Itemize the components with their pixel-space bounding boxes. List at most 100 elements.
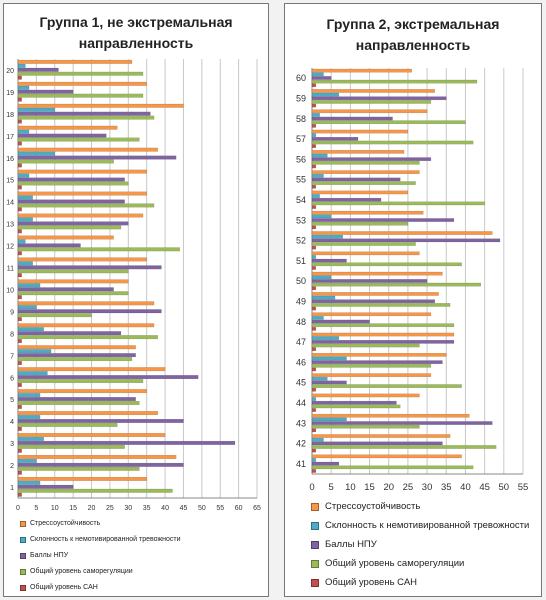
bar (311, 458, 317, 462)
bar (17, 111, 151, 116)
bar (17, 448, 22, 453)
x-tick-label: 65 (253, 505, 261, 512)
bar (311, 153, 328, 158)
bar (311, 133, 317, 138)
bar (17, 295, 22, 300)
category-label: 7 (10, 353, 14, 360)
bar (311, 177, 401, 182)
bar (311, 356, 347, 361)
bar-chart-group-1: 0 5 10 15 20 25 30 35 40 45 50 55 60 6512345678910111… (6, 59, 261, 512)
bar (311, 210, 424, 215)
bar (17, 93, 144, 98)
legend-swatch (20, 568, 26, 575)
bar (17, 265, 162, 270)
bar (311, 303, 451, 307)
bar (17, 454, 177, 459)
x-tick-label: 50 (499, 482, 510, 493)
bar (17, 151, 55, 156)
legend-label: Общий уровень САН (30, 584, 98, 591)
bar (311, 124, 317, 128)
x-tick-label: 0 (309, 482, 314, 493)
bar (17, 361, 22, 366)
bar (17, 75, 22, 80)
category-label: 3 (10, 441, 14, 448)
legend-label: Стрессоустойчивость (30, 520, 101, 527)
x-tick-label: 10 (345, 482, 356, 493)
bar (311, 393, 420, 398)
bar (17, 147, 158, 152)
x-tick-label: 55 (216, 505, 224, 512)
bar (311, 129, 409, 134)
bar (17, 331, 122, 336)
legend-swatch (20, 520, 26, 527)
bar (311, 221, 409, 226)
legend-item: Общий уровень САН (20, 584, 98, 591)
bar (17, 462, 184, 467)
x-tick-label: 30 (422, 482, 433, 493)
category-label: 48 (296, 317, 306, 327)
bar (311, 150, 405, 154)
bar (311, 190, 409, 195)
category-label: 11 (7, 266, 14, 273)
bar (311, 347, 317, 351)
bar (311, 234, 343, 239)
bar (17, 313, 92, 318)
bar (17, 393, 41, 398)
bar (311, 400, 397, 405)
legend-swatch (20, 536, 26, 543)
legend-label: Баллы НПУ (325, 539, 377, 550)
bar (17, 137, 140, 142)
category-label: 50 (296, 276, 306, 286)
bar (17, 418, 184, 423)
x-tick-label: 35 (441, 482, 452, 493)
category-label: 42 (296, 439, 306, 449)
legend-item: Баллы НПУ (20, 552, 68, 559)
bar (17, 371, 48, 376)
bar (17, 85, 30, 90)
legend-label: Общий уровень саморегуляции (325, 558, 465, 569)
bar (311, 92, 340, 97)
bar (311, 469, 317, 473)
legend-label: Баллы НПУ (30, 552, 69, 559)
category-label: 41 (296, 459, 306, 469)
bar (311, 312, 432, 317)
x-tick-label: 40 (161, 505, 169, 512)
bar (311, 295, 336, 300)
bar (17, 426, 22, 431)
category-label: 16 (6, 156, 14, 163)
bar (311, 271, 443, 276)
x-tick-label: 0 (16, 505, 20, 512)
bar (311, 340, 455, 344)
bar (17, 444, 125, 449)
bar (311, 160, 420, 165)
category-label: 47 (296, 337, 306, 347)
bar (17, 349, 52, 354)
bar (17, 229, 22, 234)
bar (17, 345, 136, 350)
legend-item: Склонность к немотивированной тревожност… (20, 536, 181, 543)
bar (311, 164, 317, 169)
bar (311, 170, 420, 174)
bar (17, 103, 184, 108)
bar (17, 163, 22, 168)
category-label: 20 (6, 68, 14, 75)
bar (311, 242, 416, 246)
bar (311, 376, 328, 381)
bar (17, 476, 147, 481)
category-label: 49 (296, 296, 306, 306)
category-label: 6 (10, 375, 14, 382)
bar (17, 195, 33, 200)
bar (311, 245, 317, 250)
bar (17, 107, 55, 112)
bar (17, 389, 147, 394)
category-label: 57 (296, 134, 306, 144)
bar (17, 221, 129, 226)
bar (311, 116, 393, 121)
bar (17, 239, 26, 244)
bar (311, 194, 320, 198)
bar (17, 470, 22, 475)
x-tick-label: 5 (34, 505, 38, 512)
bar (311, 282, 482, 287)
bar (311, 96, 447, 101)
bar (311, 413, 470, 418)
